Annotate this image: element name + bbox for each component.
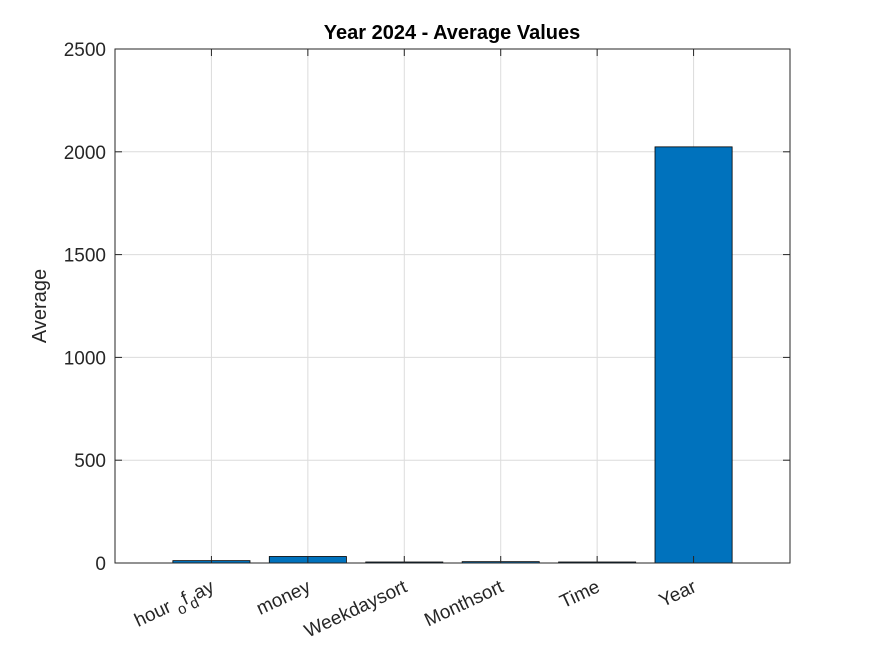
y-tick-label: 500 (74, 451, 106, 472)
y-tick-label: 2000 (64, 143, 106, 164)
y-tick-label: 1500 (64, 246, 106, 267)
y-axis-label: Average (29, 269, 51, 343)
y-tick-label: 2500 (64, 40, 106, 61)
y-tick-label: 1000 (64, 348, 106, 369)
y-tick-label: 0 (95, 554, 106, 575)
plot-frame (114, 48, 791, 564)
bar-year (654, 146, 733, 564)
chart-title: Year 2024 - Average Values (324, 22, 580, 44)
